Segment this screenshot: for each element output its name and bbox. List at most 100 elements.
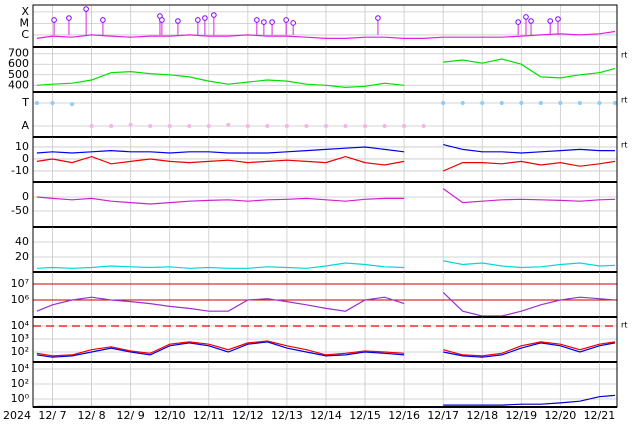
series-line xyxy=(36,341,616,358)
event-marker xyxy=(83,6,89,12)
y-tick-label: 10² xyxy=(11,345,29,358)
y-tick-label: A xyxy=(21,119,29,132)
event-marker xyxy=(261,19,267,25)
x-tick-label: 12/10 xyxy=(154,409,186,422)
event-marker xyxy=(211,12,217,18)
x-tick-label: 12/ 9 xyxy=(117,409,145,422)
panel-frame xyxy=(32,136,618,183)
sector-point xyxy=(226,122,231,127)
x-tick-label: 12/19 xyxy=(505,409,537,422)
sector-point xyxy=(382,123,387,128)
series-line xyxy=(36,260,616,269)
y-tick-label: 10⁴ xyxy=(11,362,30,375)
x-tick-label: 12/21 xyxy=(584,409,616,422)
sector-point xyxy=(284,123,289,128)
sector-point xyxy=(187,123,192,128)
sector-point xyxy=(167,123,172,128)
x-tick-label: 12/14 xyxy=(310,409,342,422)
year-label: 2024 xyxy=(3,409,31,422)
y-tick-label: 10⁶ xyxy=(11,293,30,306)
sector-point xyxy=(597,101,602,106)
x-tick-label: 12/17 xyxy=(427,409,459,422)
sector-point xyxy=(34,101,39,106)
x-tick-label: 12/13 xyxy=(271,409,303,422)
side-label: rt xyxy=(621,96,627,105)
sector-point xyxy=(343,123,348,128)
event-marker xyxy=(283,17,289,23)
event-marker xyxy=(202,15,208,21)
y-tick-label: 20 xyxy=(15,250,29,263)
event-marker xyxy=(528,18,534,24)
x-tick-label: 12/ 7 xyxy=(38,409,66,422)
sector-point xyxy=(480,101,485,106)
event-marker xyxy=(269,19,275,25)
series-line xyxy=(36,30,616,39)
y-tick-label: 700 xyxy=(8,47,29,60)
event-marker xyxy=(290,20,296,26)
y-tick-label: 0 xyxy=(22,152,29,165)
y-tick-label: 0 xyxy=(22,190,29,203)
sector-point xyxy=(304,123,309,128)
panel-frame xyxy=(32,271,618,318)
y-tick-label: C xyxy=(21,28,29,41)
side-label: rt xyxy=(621,141,627,150)
panel-frame xyxy=(32,181,618,228)
sector-point xyxy=(363,123,368,128)
y-tick-label: 400 xyxy=(8,78,29,91)
y-tick-label: 600 xyxy=(8,57,29,70)
event-marker xyxy=(515,19,521,25)
x-tick-label: 12/12 xyxy=(232,409,264,422)
event-marker xyxy=(159,17,165,23)
event-marker xyxy=(66,15,72,21)
event-marker xyxy=(547,18,554,24)
panel-frame xyxy=(32,4,618,48)
sector-point xyxy=(89,123,94,128)
event-marker xyxy=(51,17,57,23)
sector-point xyxy=(265,123,270,128)
series-line xyxy=(36,188,616,205)
sector-point xyxy=(402,123,407,128)
x-tick-label: 12/11 xyxy=(193,409,225,422)
y-tick-label: X xyxy=(21,5,29,18)
sector-point xyxy=(538,101,543,106)
y-tick-label: T xyxy=(21,96,29,109)
event-marker xyxy=(375,15,381,21)
panel-frame xyxy=(32,226,618,273)
y-tick-label: 500 xyxy=(8,68,29,81)
series-line xyxy=(36,291,616,317)
x-tick-label: 12/ 8 xyxy=(77,409,105,422)
event-marker xyxy=(555,16,561,22)
sector-point xyxy=(109,123,114,128)
sector-point xyxy=(50,101,55,106)
y-tick-label: -10 xyxy=(11,164,29,177)
series-line xyxy=(36,155,616,172)
y-tick-label: -50 xyxy=(11,204,29,217)
y-tick-label: 10⁷ xyxy=(11,277,29,290)
sector-point xyxy=(460,101,465,106)
series-line xyxy=(36,340,616,357)
sector-point xyxy=(519,101,524,106)
series-line xyxy=(36,58,616,89)
sector-point xyxy=(499,101,504,106)
y-tick-label: 10⁰ xyxy=(11,392,30,405)
sector-point xyxy=(577,101,582,106)
event-marker xyxy=(175,18,181,24)
y-tick-label: 40 xyxy=(15,235,29,248)
sector-point xyxy=(148,123,153,128)
y-tick-label: 10² xyxy=(11,377,29,390)
x-tick-label: 12/18 xyxy=(466,409,498,422)
sector-point xyxy=(245,123,250,128)
y-tick-label: 10 xyxy=(15,140,29,153)
event-marker xyxy=(100,17,106,23)
sector-point xyxy=(441,101,446,106)
y-tick-label: 10³ xyxy=(11,332,29,345)
sector-point xyxy=(128,122,133,127)
sector-point xyxy=(323,123,328,128)
sector-point xyxy=(613,101,618,106)
x-tick-label: 12/20 xyxy=(545,409,577,422)
sector-point xyxy=(421,123,426,128)
x-tick-label: 12/16 xyxy=(388,409,420,422)
series-line xyxy=(36,144,615,154)
event-marker xyxy=(523,14,529,20)
